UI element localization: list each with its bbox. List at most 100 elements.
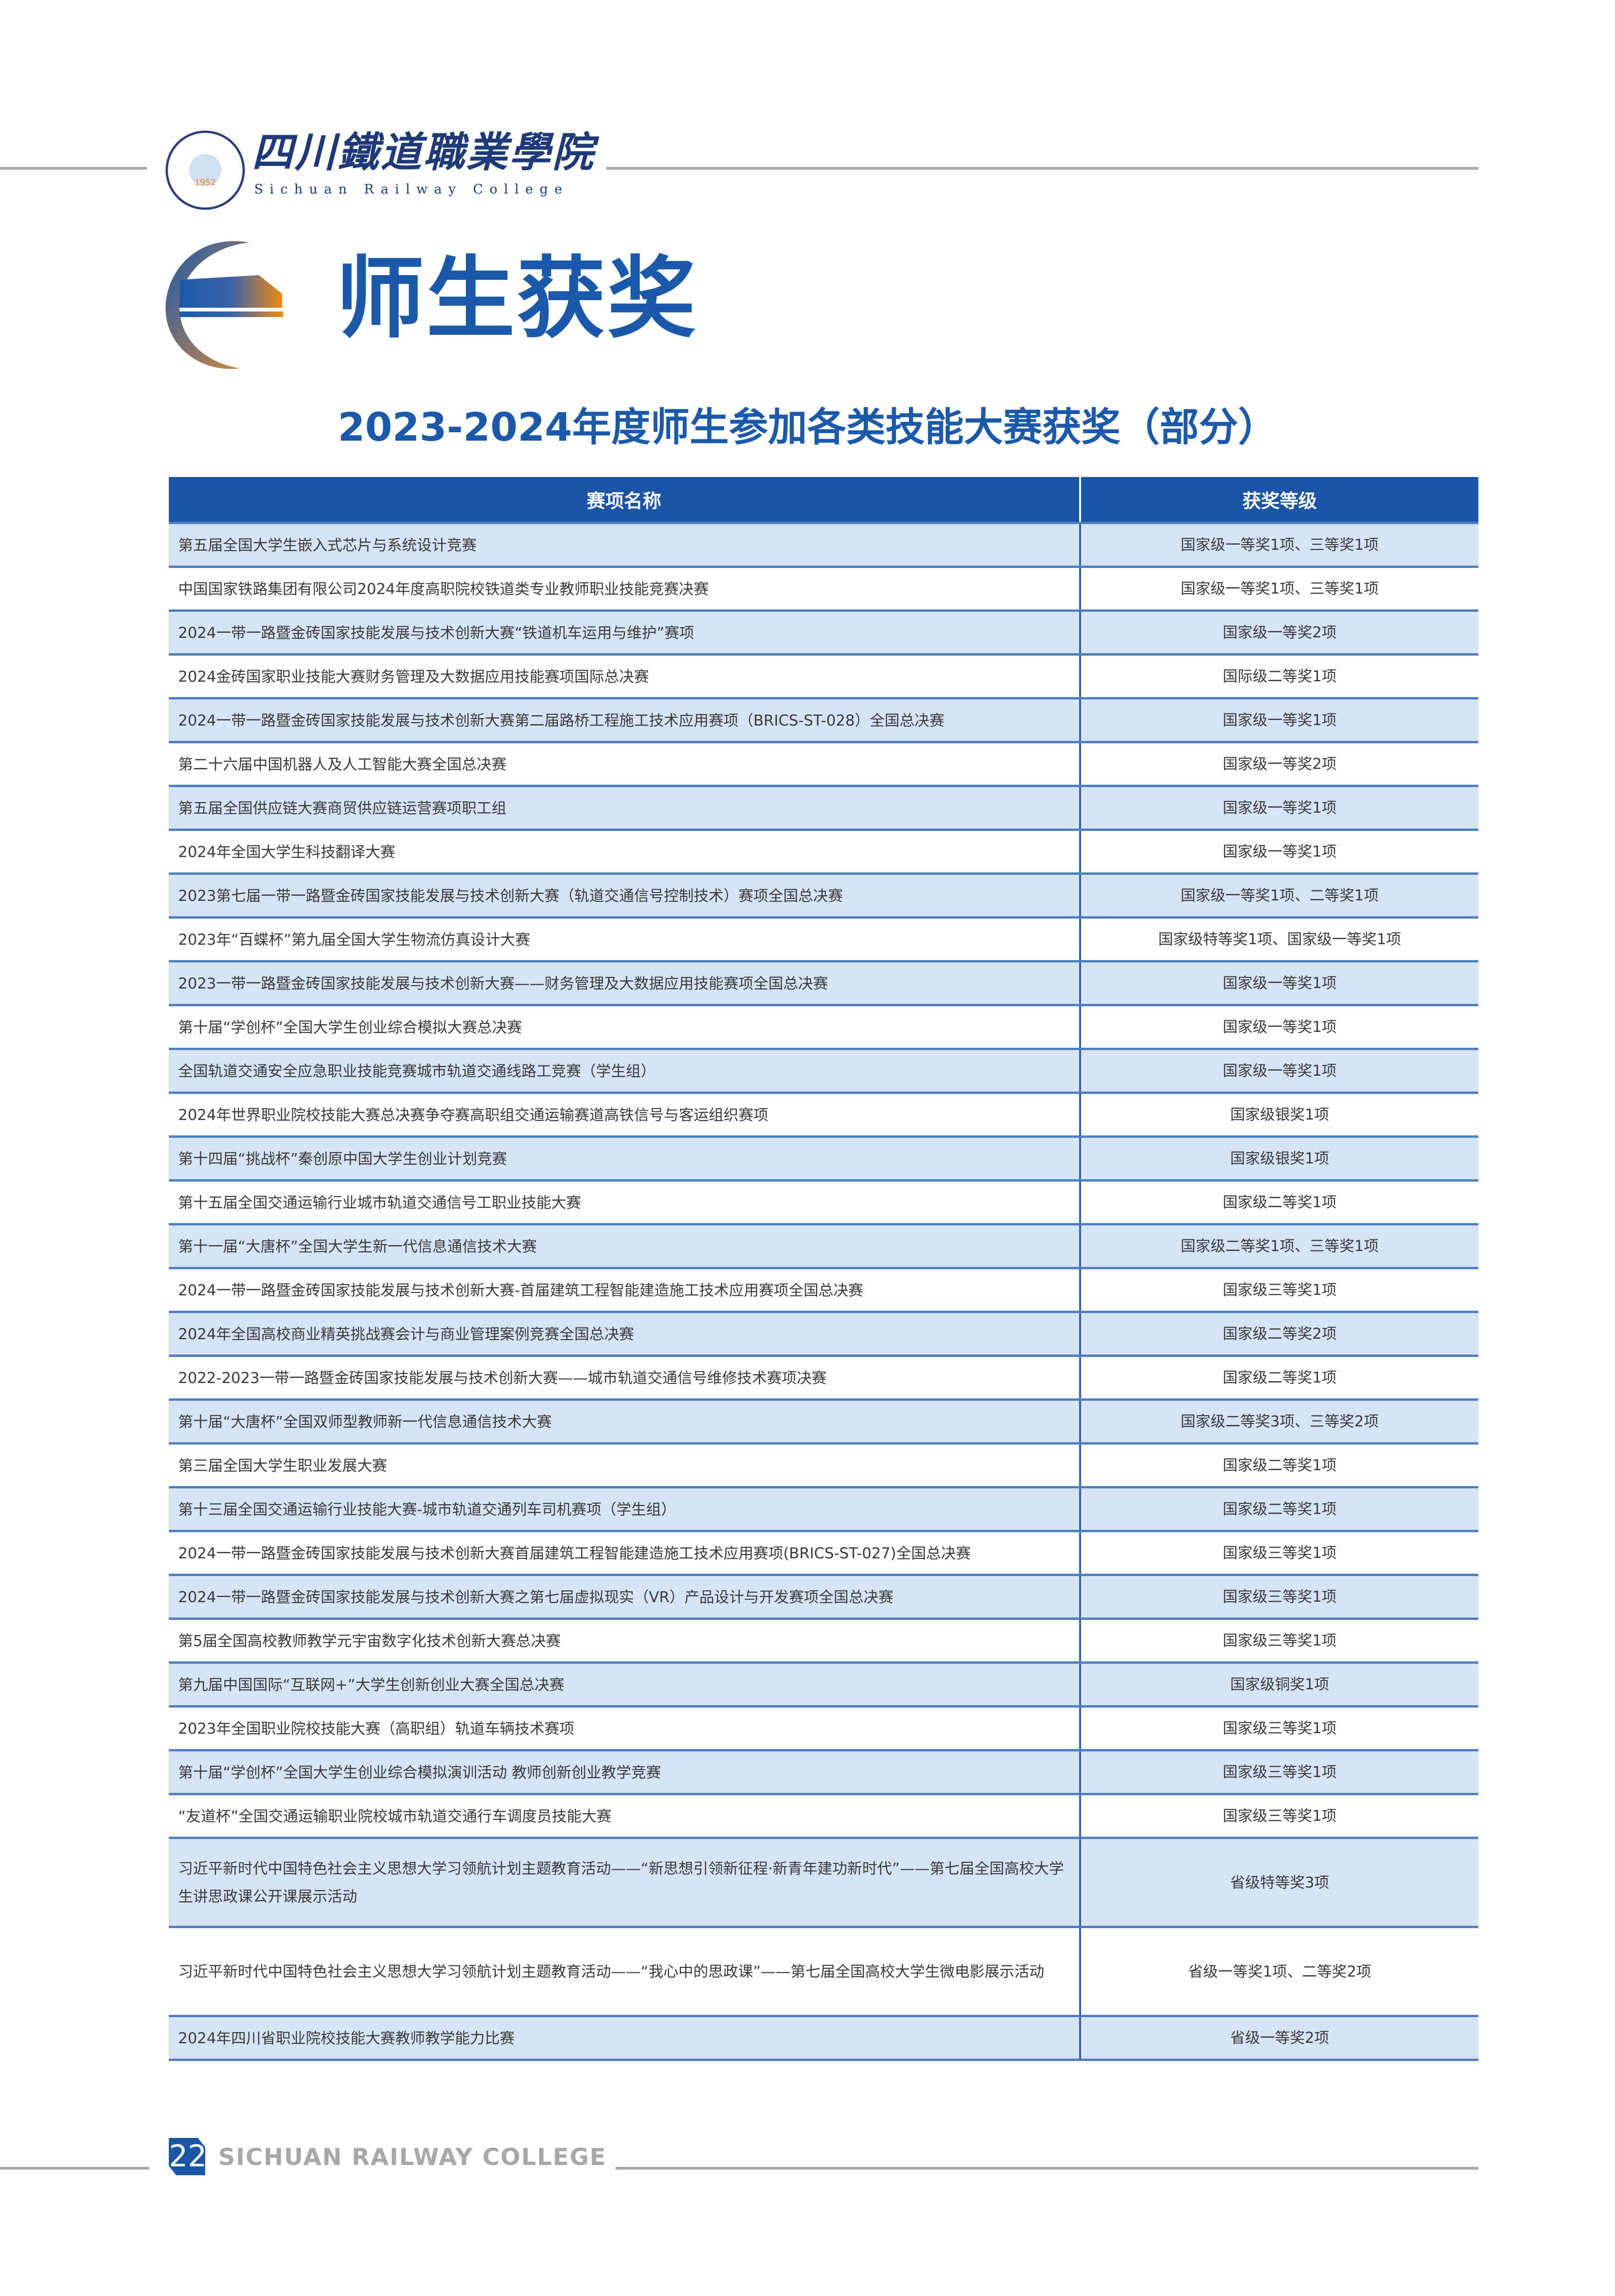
award-level: 国家级三等奖1项	[1080, 1705, 1478, 1750]
table-header-row: 赛项名称 获奖等级	[169, 477, 1478, 523]
table-row: 2024金砖国家职业技能大赛财务管理及大数据应用技能赛项国际总决赛 国际级二等奖1…	[169, 653, 1478, 698]
event-name: 2024一带一路暨金砖国家技能发展与技术创新大赛第二届路桥工程施工技术应用赛项（…	[169, 697, 1081, 742]
table-row: 2024一带一路暨金砖国家技能发展与技术创新大赛第二届路桥工程施工技术应用赛项（…	[169, 697, 1478, 742]
awards-table: 赛项名称 获奖等级 第五届全国大学生嵌入式芯片与系统设计竞赛 国家级一等奖1项、三…	[169, 477, 1478, 2061]
event-name: 2024一带一路暨金砖国家技能发展与技术创新大赛首届建筑工程智能建造施工技术应用…	[169, 1530, 1081, 1575]
award-level: 省级一等奖1项、二等奖2项	[1080, 1926, 1478, 2016]
award-level: 国家级一等奖2项	[1080, 609, 1478, 655]
table-row: 第十三届全国交通运输行业技能大赛-城市轨道交通列车司机赛项（学生组） 国家级二等奖…	[169, 1486, 1478, 1531]
award-level: 国家级三等奖1项	[1080, 1618, 1478, 1663]
event-name: 2023年“百蝶杯”第九届全国大学生物流仿真设计大赛	[169, 916, 1081, 961]
award-level: 国家级铜奖1项	[1080, 1661, 1478, 1707]
award-level: 国家级一等奖1项	[1080, 785, 1478, 830]
table-row: 第十四届“挑战杯”秦创原中国大学生创业计划竞赛 国家级银奖1项	[169, 1135, 1478, 1181]
award-level: 国家级一等奖1项、二等奖1项	[1080, 872, 1478, 918]
event-name: 2024金砖国家职业技能大赛财务管理及大数据应用技能赛项国际总决赛	[169, 653, 1081, 698]
award-level: 国家级特等奖1项、国家级一等奖1项	[1080, 916, 1478, 961]
page-number: 22	[169, 2138, 205, 2175]
award-level: 国家级一等奖2项	[1080, 741, 1478, 786]
award-level: 国家级二等奖3项、三等奖2项	[1080, 1398, 1478, 1444]
table-row: 第十届“学创杯”全国大学生创业综合模拟大赛总决赛 国家级一等奖1项	[169, 1004, 1478, 1049]
table-row: 第三届全国大学生职业发展大赛 国家级二等奖1项	[169, 1442, 1478, 1487]
event-name: 习近平新时代中国特色社会主义思想大学习领航计划主题教育活动——“新思想引领新征程…	[169, 1837, 1081, 1927]
table-title: 2023-2024年度师生参加各类技能大赛获奖（部分）	[338, 404, 1277, 450]
event-name: 2024年四川省职业院校技能大赛教师教学能力比赛	[169, 2015, 1081, 2061]
event-name: 2024一带一路暨金砖国家技能发展与技术创新大赛-首届建筑工程智能建造施工技术应…	[169, 1267, 1081, 1312]
footer-college-name: SICHUAN RAILWAY COLLEGE	[218, 2144, 607, 2171]
footer-rule-left	[0, 2167, 149, 2170]
table-row: 2023年“百蝶杯”第九届全国大学生物流仿真设计大赛 国家级特等奖1项、国家级一等…	[169, 916, 1478, 961]
award-level: 国家级三等奖1项	[1080, 1749, 1478, 1794]
section-title: 师生获奖	[336, 246, 698, 350]
college-name-cn: 四川鐵道職業學院	[252, 128, 596, 176]
award-level: 国家级一等奖1项	[1080, 1048, 1478, 1093]
table-row: 习近平新时代中国特色社会主义思想大学习领航计划主题教育活动——“我心中的思政课”…	[169, 1926, 1478, 2016]
table-row: 2024年全国大学生科技翻译大赛 国家级一等奖1项	[169, 829, 1478, 874]
table-row: 2024年世界职业院校技能大赛总决赛争夺赛高职组交通运输赛道高铁信号与客运组织赛…	[169, 1092, 1478, 1137]
event-name: 2022-2023一带一路暨金砖国家技能发展与技术创新大赛——城市轨道交通信号维…	[169, 1355, 1081, 1400]
event-name: 2023年全国职业院校技能大赛（高职组）轨道车辆技术赛项	[169, 1705, 1081, 1750]
table-row: 中国国家铁路集团有限公司2024年度高职院校铁道类专业教师职业技能竞赛决赛 国家级…	[169, 566, 1478, 611]
award-level: 国家级二等奖2项	[1080, 1311, 1478, 1356]
award-level: 国家级银奖1项	[1080, 1135, 1478, 1181]
award-level: 国家级二等奖1项	[1080, 1355, 1478, 1400]
table-row: 第十五届全国交通运输行业城市轨道交通信号工职业技能大赛 国家级二等奖1项	[169, 1179, 1478, 1224]
table-row: 第九届中国国际“互联网+”大学生创新创业大赛全国总决赛 国家级铜奖1项	[169, 1661, 1478, 1707]
award-level: 省级特等奖3项	[1080, 1837, 1478, 1927]
table-row: 第五届全国供应链大赛商贸供应链运营赛项职工组 国家级一等奖1项	[169, 785, 1478, 830]
event-name: 第十四届“挑战杯”秦创原中国大学生创业计划竞赛	[169, 1135, 1081, 1181]
event-name: 第九届中国国际“互联网+”大学生创新创业大赛全国总决赛	[169, 1661, 1081, 1707]
award-level: 国家级三等奖1项	[1080, 1530, 1478, 1575]
event-name: “友道杯”全国交通运输职业院校城市轨道交通行车调度员技能大赛	[169, 1793, 1081, 1838]
event-name: 2023一带一路暨金砖国家技能发展与技术创新大赛——财务管理及大数据应用技能赛项…	[169, 960, 1081, 1005]
award-level: 国家级二等奖1项、三等奖1项	[1080, 1223, 1478, 1268]
event-name: 第五届全国供应链大赛商贸供应链运营赛项职工组	[169, 785, 1081, 830]
event-name: 第五届全国大学生嵌入式芯片与系统设计竞赛	[169, 522, 1081, 567]
event-name: 2024一带一路暨金砖国家技能发展与技术创新大赛“铁道机车运用与维护”赛项	[169, 609, 1081, 655]
award-level: 国家级一等奖1项	[1080, 1004, 1478, 1049]
event-name: 第5届全国高校教师教学元宇宙数字化技术创新大赛总决赛	[169, 1618, 1081, 1663]
table-row: 2023第七届一带一路暨金砖国家技能发展与技术创新大赛（轨道交通信号控制技术）赛…	[169, 872, 1478, 918]
footer-rule-right	[616, 2167, 1478, 2170]
awards-table-body: 第五届全国大学生嵌入式芯片与系统设计竞赛 国家级一等奖1项、三等奖1项 中国国家铁路…	[169, 522, 1478, 2061]
event-name: 2024年世界职业院校技能大赛总决赛争夺赛高职组交通运输赛道高铁信号与客运组织赛…	[169, 1092, 1081, 1137]
event-name: 第十三届全国交通运输行业技能大赛-城市轨道交通列车司机赛项（学生组）	[169, 1486, 1081, 1531]
table-row: 2023一带一路暨金砖国家技能发展与技术创新大赛——财务管理及大数据应用技能赛项…	[169, 960, 1478, 1005]
award-level: 国家级二等奖1项	[1080, 1486, 1478, 1531]
event-name: 第十一届“大唐杯”全国大学生新一代信息通信技术大赛	[169, 1223, 1081, 1268]
event-name: 中国国家铁路集团有限公司2024年度高职院校铁道类专业教师职业技能竞赛决赛	[169, 566, 1081, 611]
column-header-award: 获奖等级	[1080, 477, 1478, 523]
award-level: 国家级三等奖1项	[1080, 1574, 1478, 1619]
table-row: 习近平新时代中国特色社会主义思想大学习领航计划主题教育活动——“新思想引领新征程…	[169, 1837, 1478, 1927]
award-level: 国家级二等奖1项	[1080, 1442, 1478, 1487]
event-name: 习近平新时代中国特色社会主义思想大学习领航计划主题教育活动——“我心中的思政课”…	[169, 1926, 1081, 2016]
event-name: 全国轨道交通安全应急职业技能竞赛城市轨道交通线路工竞赛（学生组）	[169, 1048, 1081, 1093]
table-row: 2023年全国职业院校技能大赛（高职组）轨道车辆技术赛项 国家级三等奖1项	[169, 1705, 1478, 1750]
header-rule-left	[0, 167, 147, 170]
table-row: “友道杯”全国交通运输职业院校城市轨道交通行车调度员技能大赛 国家级三等奖1项	[169, 1793, 1478, 1838]
table-row: 第十届“大唐杯”全国双师型教师新一代信息通信技术大赛 国家级二等奖3项、三等奖2项	[169, 1398, 1478, 1444]
table-row: 2024一带一路暨金砖国家技能发展与技术创新大赛“铁道机车运用与维护”赛项 国家级…	[169, 609, 1478, 655]
event-name: 2024年全国大学生科技翻译大赛	[169, 829, 1081, 874]
event-name: 第十五届全国交通运输行业城市轨道交通信号工职业技能大赛	[169, 1179, 1081, 1224]
table-row: 全国轨道交通安全应急职业技能竞赛城市轨道交通线路工竞赛（学生组） 国家级一等奖1项	[169, 1048, 1478, 1093]
table-row: 2024一带一路暨金砖国家技能发展与技术创新大赛-首届建筑工程智能建造施工技术应…	[169, 1267, 1478, 1312]
award-level: 国家级银奖1项	[1080, 1092, 1478, 1137]
table-row: 第5届全国高校教师教学元宇宙数字化技术创新大赛总决赛 国家级三等奖1项	[169, 1618, 1478, 1663]
award-level: 国家级一等奖1项	[1080, 829, 1478, 874]
award-level: 国家级三等奖1项	[1080, 1793, 1478, 1838]
table-row: 2024一带一路暨金砖国家技能发展与技术创新大赛首届建筑工程智能建造施工技术应用…	[169, 1530, 1478, 1575]
event-name: 2024年全国高校商业精英挑战赛会计与商业管理案例竞赛全国总决赛	[169, 1311, 1081, 1356]
event-name: 第十届“学创杯”全国大学生创业综合模拟演训活动 教师创新创业教学竞赛	[169, 1749, 1081, 1794]
event-name: 第二十六届中国机器人及人工智能大赛全国总决赛	[169, 741, 1081, 786]
award-level: 国家级一等奖1项、三等奖1项	[1080, 522, 1478, 567]
table-row: 第五届全国大学生嵌入式芯片与系统设计竞赛 国家级一等奖1项、三等奖1项	[169, 522, 1478, 567]
event-name: 2023第七届一带一路暨金砖国家技能发展与技术创新大赛（轨道交通信号控制技术）赛…	[169, 872, 1081, 918]
award-level: 国家级一等奖1项	[1080, 697, 1478, 742]
table-row: 2024年四川省职业院校技能大赛教师教学能力比赛 省级一等奖2项	[169, 2015, 1478, 2061]
event-name: 第三届全国大学生职业发展大赛	[169, 1442, 1081, 1487]
table-row: 2024年全国高校商业精英挑战赛会计与商业管理案例竞赛全国总决赛 国家级二等奖2项	[169, 1311, 1478, 1356]
award-level: 国际级二等奖1项	[1080, 653, 1478, 698]
table-row: 第十一届“大唐杯”全国大学生新一代信息通信技术大赛 国家级二等奖1项、三等奖1项	[169, 1223, 1478, 1268]
table-row: 第十届“学创杯”全国大学生创业综合模拟演训活动 教师创新创业教学竞赛 国家级三等奖…	[169, 1749, 1478, 1794]
